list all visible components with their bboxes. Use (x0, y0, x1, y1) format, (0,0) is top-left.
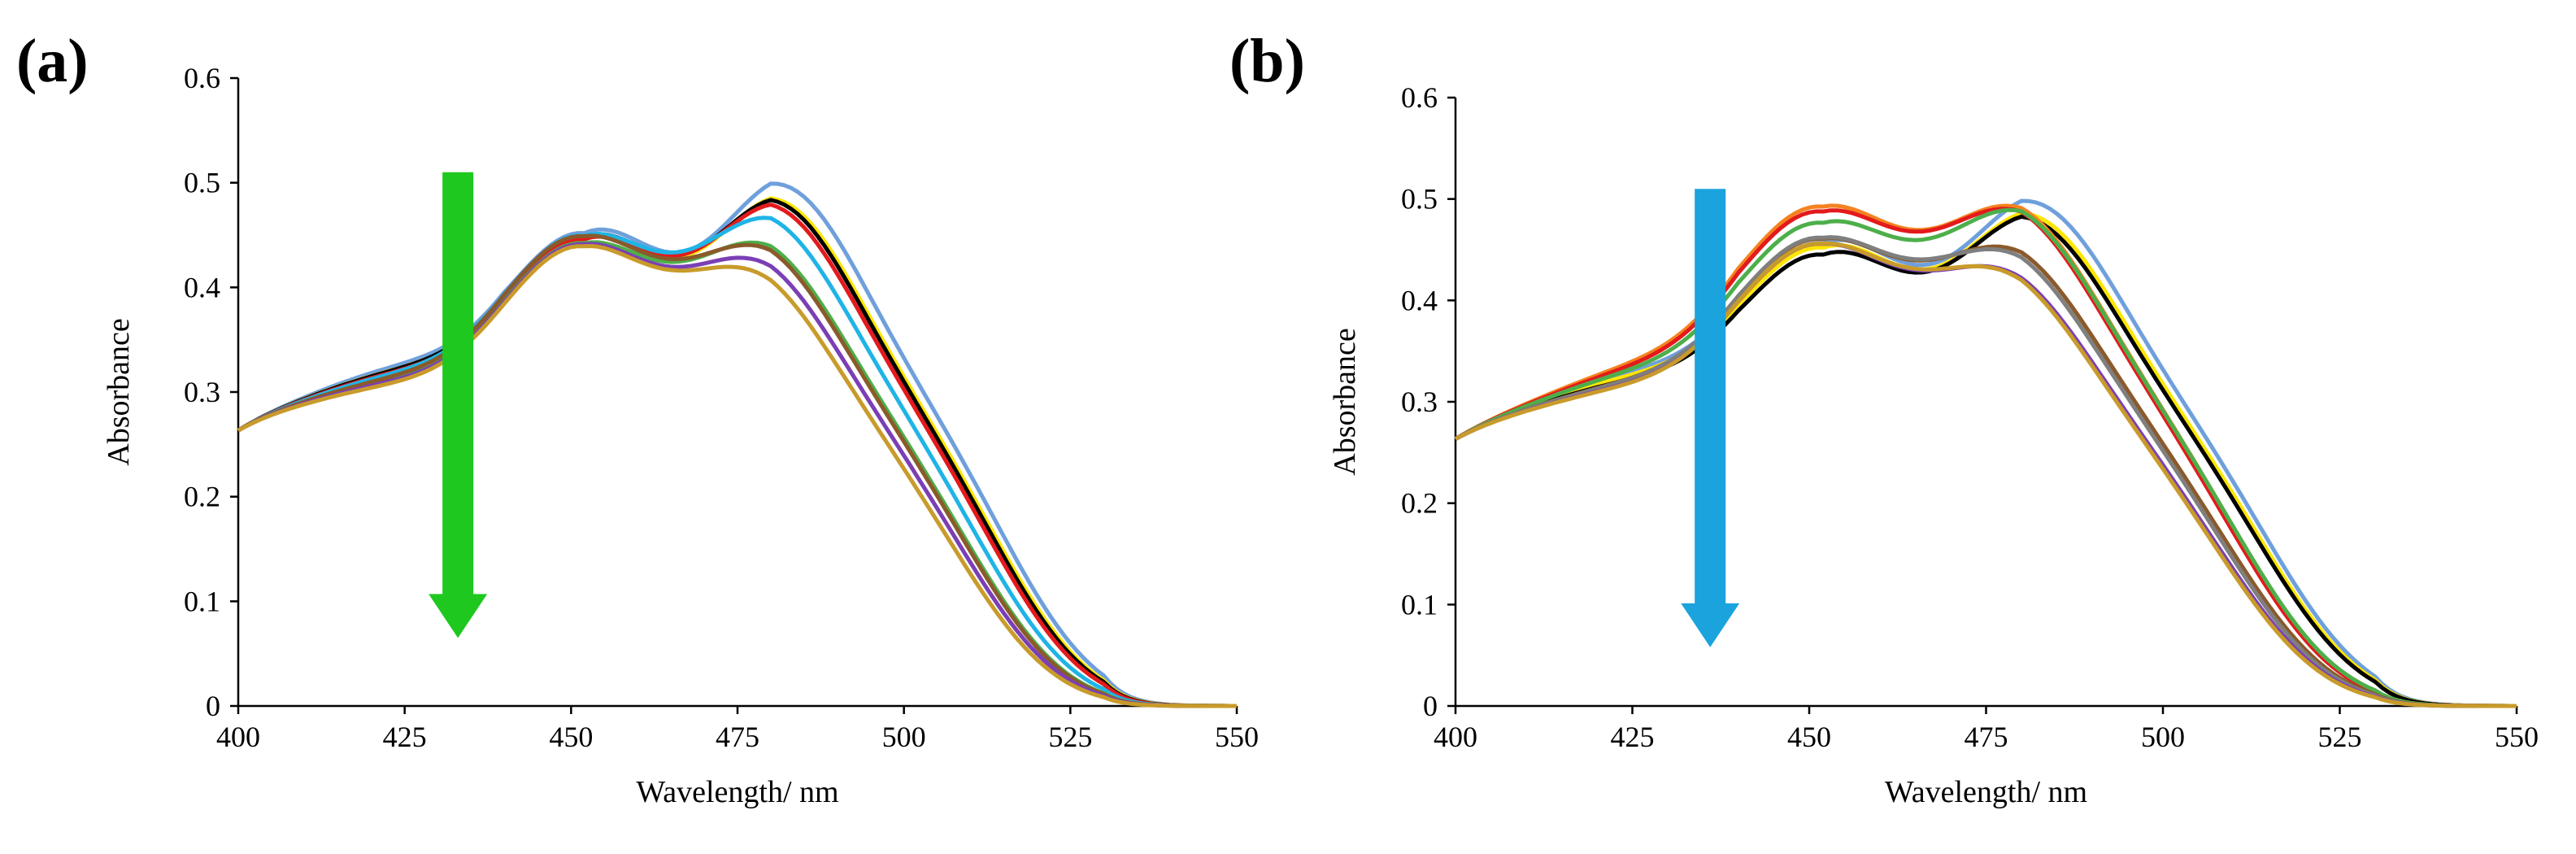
y-tick-label: 0.5 (184, 167, 220, 199)
y-tick-label: 0.6 (1401, 81, 1438, 114)
x-tick-label: 475 (1965, 721, 2008, 753)
y-axis-title: Absorbance (1328, 328, 1362, 475)
panel-b: (b) 400 425 450 475 500 525 550 0 0.1 0.2 0.3 0.4 0.5… (1229, 27, 2539, 809)
series-line-s7 (1454, 236, 2517, 708)
x-tick-label: 525 (1048, 721, 1092, 753)
series-line-s8 (1454, 235, 2517, 708)
y-tick-label: 0.1 (184, 585, 220, 617)
series-line-s10 (1454, 241, 2517, 708)
x-tick-label: 450 (549, 721, 593, 753)
y-tick-label: 0.4 (1401, 284, 1438, 316)
x-tick-label: 475 (716, 721, 759, 753)
y-tick-label: 0.6 (184, 62, 220, 94)
series-line-s8 (237, 242, 1237, 708)
series-line-s3 (237, 198, 1237, 708)
series-line-s5 (237, 216, 1237, 708)
series-line-s7 (237, 233, 1237, 708)
x-tick-label: 400 (1434, 721, 1477, 753)
panel-a: (a) 400 425 450 475 500 525 550 0 0.1 0.2 0.3 0.4 0.5… (16, 27, 1259, 809)
series-line-s4 (237, 203, 1237, 708)
x-tick-label: 550 (2495, 721, 2539, 753)
series-line-s2 (1454, 211, 2517, 708)
x-tick-label: 425 (1611, 721, 1655, 753)
series-line-s9 (1454, 242, 2517, 708)
series-line-s6 (1454, 207, 2517, 708)
y-tick-label: 0 (1423, 690, 1438, 722)
panel-label: (a) (16, 27, 89, 95)
series-line-s5 (1454, 207, 2517, 708)
y-tick-label: 0 (206, 690, 220, 722)
x-tick-label: 550 (1215, 721, 1259, 753)
x-tick-label: 450 (1787, 721, 1831, 753)
trend-arrow (429, 172, 488, 638)
x-tick-label: 500 (2141, 721, 2185, 753)
y-tick-label: 0.2 (1401, 487, 1438, 520)
series-line-s9 (237, 244, 1237, 708)
y-tick-label: 0.3 (1401, 386, 1438, 418)
series-line-s3 (1454, 214, 2517, 708)
y-tick-label: 0.2 (184, 481, 220, 513)
x-axis-title: Wavelength/ nm (636, 775, 838, 809)
series-line-s4 (1454, 203, 2517, 708)
x-tick-label: 525 (2318, 721, 2362, 753)
series-line-s6 (237, 240, 1237, 708)
y-tick-label: 0.4 (184, 271, 220, 303)
x-tick-label: 400 (216, 721, 260, 753)
y-tick-label: 0.5 (1401, 183, 1438, 216)
y-axis-title: Absorbance (102, 318, 136, 465)
y-tick-label: 0.1 (1401, 588, 1438, 621)
series-line-s1 (1454, 198, 2517, 708)
series-line-s1 (237, 181, 1237, 708)
y-tick-label: 0.3 (184, 376, 220, 408)
panel-label: (b) (1229, 27, 1305, 95)
x-tick-label: 425 (383, 721, 427, 753)
x-tick-label: 500 (882, 721, 926, 753)
x-axis-title: Wavelength/ nm (1885, 775, 2087, 809)
trend-arrow (1681, 189, 1740, 647)
series-line-s2 (237, 196, 1237, 708)
